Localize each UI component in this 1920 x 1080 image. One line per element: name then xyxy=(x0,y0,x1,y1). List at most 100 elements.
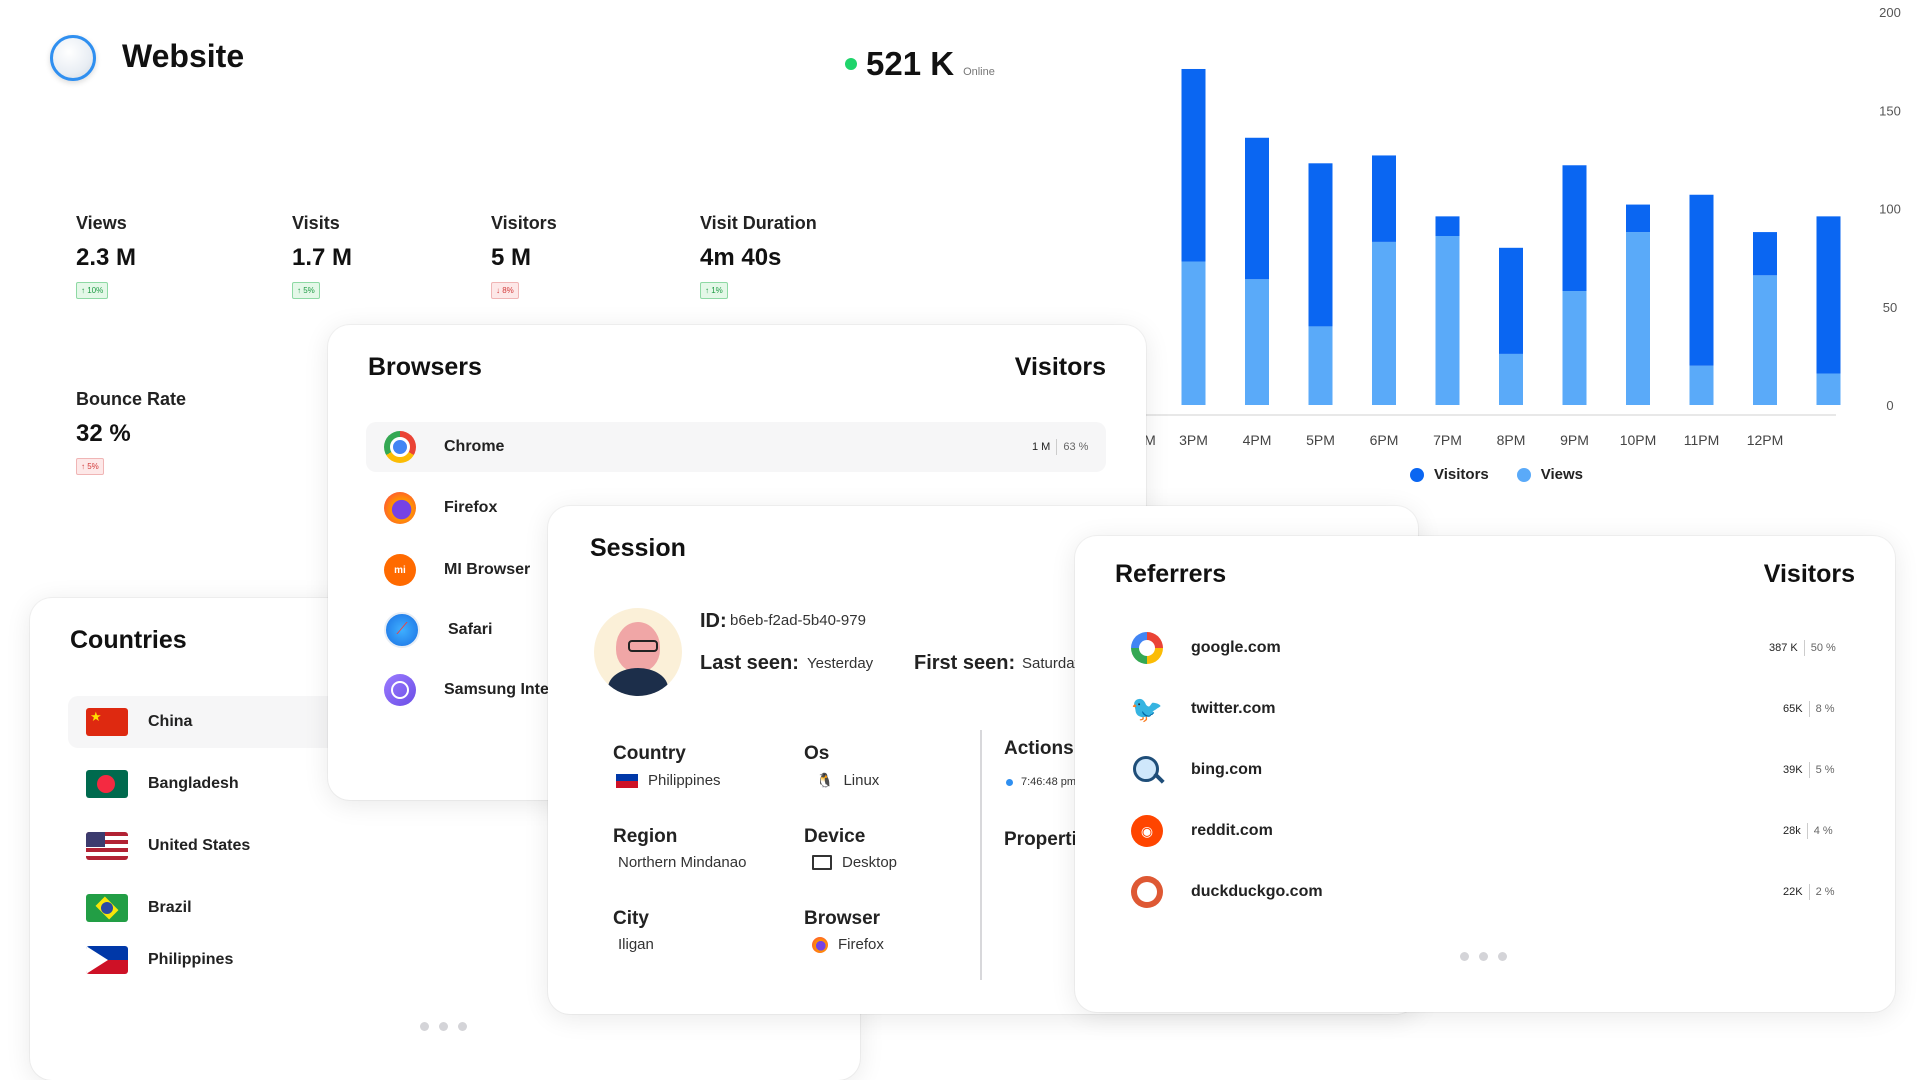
referrers-column-header: Visitors xyxy=(1763,560,1855,588)
bar-views[interactable] xyxy=(1245,279,1269,405)
browser-field-label: Browser xyxy=(804,908,881,929)
site-name: Website xyxy=(122,38,245,74)
referrer-label: google.com xyxy=(1191,639,1281,656)
stat-views[interactable]: Views 2.3 M ↑ 10% xyxy=(76,213,136,299)
stat-value: 5 M xyxy=(491,244,532,271)
stat-visit-duration[interactable]: Visit Duration 4m 40s ↑ 1% xyxy=(700,213,817,299)
bar-views[interactable] xyxy=(1753,275,1777,405)
stat-bounce-rate[interactable]: Bounce Rate 32 % ↑ 5% xyxy=(76,389,186,475)
action-item[interactable]: 7:46:48 pm xyxy=(1006,776,1076,788)
stat-label: Visitors xyxy=(491,213,557,233)
twitter-icon: 🐦 xyxy=(1130,693,1164,724)
referrer-metric: 22K 2 % xyxy=(1783,884,1835,900)
x-tick-label: 12PM xyxy=(1747,432,1784,448)
browser-row-safari[interactable]: ⟋ Safari xyxy=(366,605,492,655)
bar-views[interactable] xyxy=(1499,353,1523,405)
bar-visitors[interactable] xyxy=(1689,194,1714,366)
legend-dot-views xyxy=(1516,467,1531,482)
bar-visitors[interactable] xyxy=(1435,216,1460,237)
country-label: China xyxy=(148,713,193,730)
country-row-philippines[interactable]: Philippines xyxy=(68,934,233,986)
bar-visitors[interactable] xyxy=(1562,165,1587,292)
referrer-metric: 28k 4 % xyxy=(1783,823,1833,839)
browser-row-firefox[interactable]: Firefox xyxy=(366,483,497,533)
referrers-pagination[interactable] xyxy=(1460,952,1507,961)
y-tick-label: 0 xyxy=(1886,398,1893,413)
bar-visitors[interactable] xyxy=(1816,216,1841,374)
first-seen-label: First seen: xyxy=(914,652,1016,674)
online-count: 521 K xyxy=(866,45,955,82)
referrer-row-twitter[interactable]: 🐦 twitter.com xyxy=(1130,689,1276,729)
first-seen-value: Saturday xyxy=(1022,655,1083,672)
bar-views[interactable] xyxy=(1308,326,1333,405)
chart-legend: Visitors Views xyxy=(1410,466,1583,483)
bar-visitors[interactable] xyxy=(1499,247,1523,354)
country-row-brazil[interactable]: Brazil xyxy=(68,882,192,934)
x-tick-label: 7PM xyxy=(1433,432,1462,448)
countries-title: Countries xyxy=(70,626,187,654)
referrer-row-duckduckgo[interactable]: duckduckgo.com xyxy=(1131,872,1323,912)
reddit-icon: ◉ xyxy=(1131,815,1163,847)
bar-views[interactable] xyxy=(1372,241,1396,405)
os-field-label: Os xyxy=(804,743,830,764)
bar-visitors[interactable] xyxy=(1245,137,1269,280)
bar-views[interactable] xyxy=(1562,291,1587,405)
bar-visitors[interactable] xyxy=(1308,163,1333,327)
referrer-row-google[interactable]: google.com xyxy=(1131,628,1281,668)
x-tick-label: 6PM xyxy=(1370,432,1399,448)
online-indicator: 521 K Online xyxy=(845,45,995,83)
properties-label: Properties xyxy=(1004,829,1098,850)
site-logo xyxy=(50,35,96,81)
stat-value: 32 % xyxy=(76,420,131,447)
referrer-row-bing[interactable]: bing.com xyxy=(1131,750,1262,790)
stat-change-badge: ↓ 8% xyxy=(491,282,519,299)
legend-label: Views xyxy=(1540,466,1584,483)
bar-visitors[interactable] xyxy=(1181,68,1206,262)
bar-visitors[interactable] xyxy=(1372,155,1396,242)
country-field-label: Country xyxy=(613,743,686,764)
referrer-label: bing.com xyxy=(1191,761,1263,778)
bar-views[interactable] xyxy=(1181,261,1206,405)
y-tick-label: 200 xyxy=(1879,5,1901,20)
browser-row-chrome[interactable]: Chrome xyxy=(366,422,1106,472)
bar-visitors[interactable] xyxy=(1626,204,1650,233)
browser-row-mi-browser[interactable]: mi MI Browser xyxy=(366,545,530,595)
stat-label: Visit Duration xyxy=(700,213,817,233)
united-states-flag-icon xyxy=(86,832,128,860)
stat-change-badge: ↑ 1% xyxy=(700,282,728,299)
stat-label: Bounce Rate xyxy=(76,389,187,409)
bar-views[interactable] xyxy=(1435,236,1460,405)
bar-visitors[interactable] xyxy=(1753,232,1777,276)
legend-item-views[interactable]: Views xyxy=(1516,466,1584,483)
x-tick-label: 9PM xyxy=(1560,432,1589,448)
stat-change-badge: ↑ 10% xyxy=(76,282,109,299)
referrer-label: reddit.com xyxy=(1191,822,1273,839)
browser-row-samsung-internet[interactable]: Samsung Internet xyxy=(366,665,579,715)
countries-pagination[interactable] xyxy=(420,1022,467,1031)
country-row-bangladesh[interactable]: Bangladesh xyxy=(68,758,239,810)
bar-views[interactable] xyxy=(1816,373,1841,405)
country-row-china[interactable]: ★ China xyxy=(68,696,368,748)
referrer-row-reddit[interactable]: ◉ reddit.com xyxy=(1131,811,1273,851)
region-field-label: Region xyxy=(613,826,678,847)
bar-views[interactable] xyxy=(1689,365,1714,405)
online-label: Online xyxy=(963,66,995,78)
bangladesh-flag-icon xyxy=(86,770,128,798)
referrers-card: Referrers Visitors google.com 387 K 50 % … xyxy=(1075,536,1895,1012)
browser-label: Samsung Internet xyxy=(444,681,580,698)
city-field-label: City xyxy=(613,908,649,929)
country-label: Brazil xyxy=(148,899,192,916)
country-row-united-states[interactable]: United States xyxy=(68,820,250,872)
country-label: United States xyxy=(148,837,251,854)
bar-views[interactable] xyxy=(1626,232,1650,405)
country-label: Philippines xyxy=(148,951,234,968)
x-tick-label: 10PM xyxy=(1620,432,1657,448)
region-field-value: Northern Mindanao xyxy=(618,854,747,871)
stat-visits[interactable]: Visits 1.7 M ↑ 5% xyxy=(292,213,352,299)
x-tick-label: 11PM xyxy=(1684,432,1720,448)
duckduckgo-icon xyxy=(1131,876,1163,908)
session-divider xyxy=(980,730,982,980)
stat-visitors[interactable]: Visitors 5 M ↓ 8% xyxy=(491,213,557,299)
stat-value: 4m 40s xyxy=(700,244,782,271)
legend-item-visitors[interactable]: Visitors xyxy=(1410,466,1489,483)
